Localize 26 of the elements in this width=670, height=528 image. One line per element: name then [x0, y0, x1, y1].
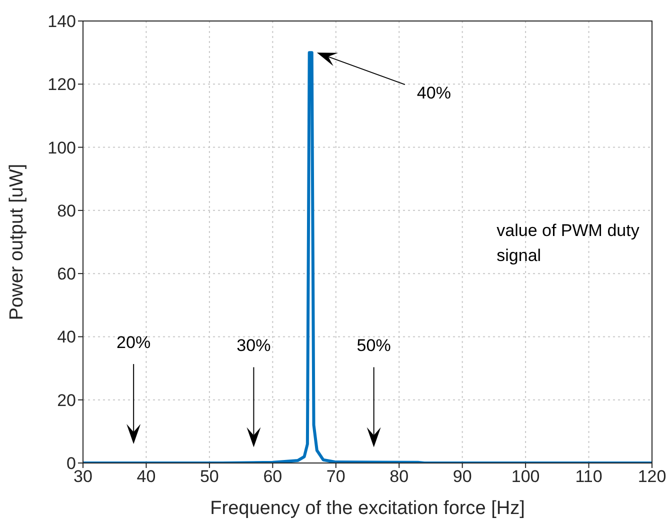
x-tick-label: 110: [575, 467, 602, 486]
line-series: [83, 51, 652, 463]
y-tick-label: 40: [57, 328, 76, 347]
x-tick-label: 60: [263, 467, 282, 486]
y-axis-title: Power output [uW]: [6, 164, 28, 320]
x-tick-label: 30: [74, 467, 92, 486]
annotation: 50%: [356, 336, 391, 356]
annotation: 30%: [236, 336, 271, 356]
x-axis-title: Frequency of the excitation force [Hz]: [210, 498, 525, 519]
x-tick-label: 100: [511, 467, 540, 486]
x-tick-label: 80: [390, 467, 409, 486]
y-tick-label: 20: [57, 390, 76, 410]
annotation: value of PWM duty signal: [496, 220, 640, 267]
annotation: 40%: [416, 84, 451, 103]
x-tick-label: 90: [452, 467, 472, 486]
x-tick-label: 50: [200, 467, 219, 486]
y-tick-label: 80: [57, 201, 76, 220]
annotation: 20%: [116, 333, 151, 352]
x-tick-label: 120: [638, 467, 666, 486]
y-tick-label: 120: [48, 75, 76, 94]
y-tick-label: 100: [48, 138, 76, 158]
y-tick-label: 60: [57, 264, 76, 284]
x-tick-label: 70: [326, 467, 346, 486]
y-tick-label: 140: [48, 12, 76, 32]
y-tick-label: 0: [66, 454, 76, 474]
x-tick-label: 40: [136, 467, 156, 486]
